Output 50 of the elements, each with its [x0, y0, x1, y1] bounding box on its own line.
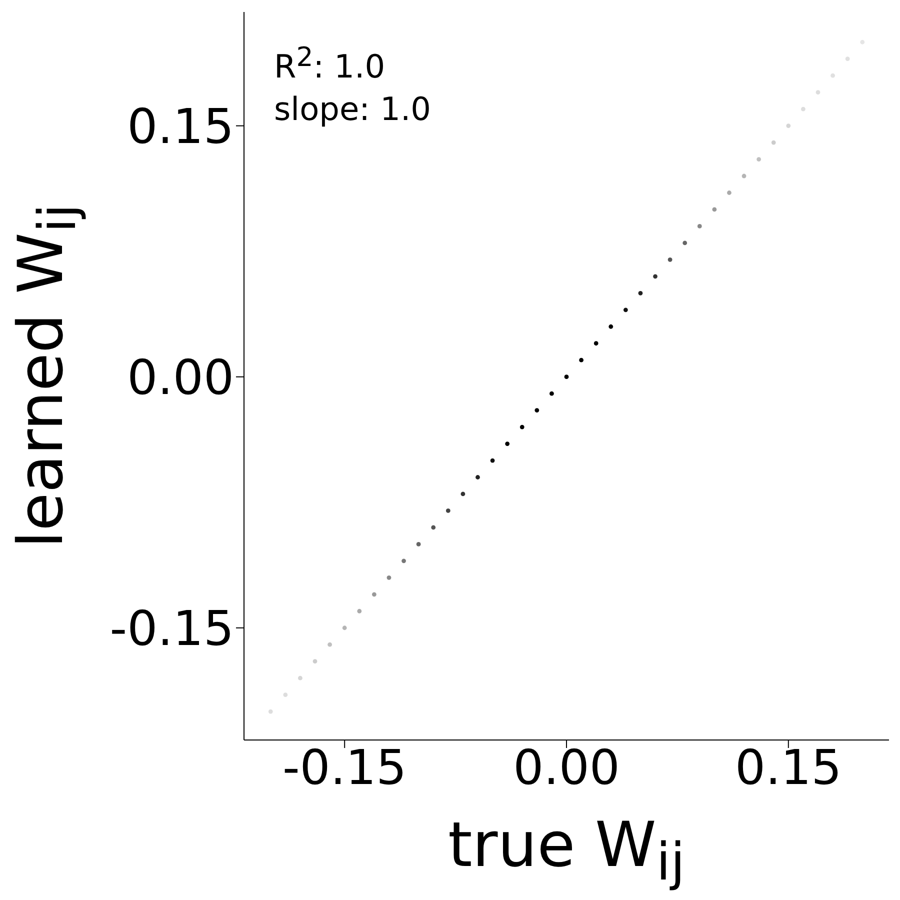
point: [697, 224, 702, 228]
point: [372, 592, 376, 597]
x-tick-label: -0.15: [282, 740, 407, 796]
point: [608, 324, 614, 329]
y-tick-label: 0.15: [127, 98, 234, 155]
point: [534, 408, 540, 413]
point: [476, 475, 480, 480]
point: [786, 124, 791, 128]
point: [830, 73, 835, 78]
point: [268, 709, 273, 714]
x-tick-label: 0.15: [734, 740, 842, 796]
annotation: R$^{2}$: 1.0: [274, 42, 386, 86]
point: [712, 207, 717, 212]
point: [550, 391, 554, 396]
point: [800, 106, 806, 112]
point: [431, 525, 436, 530]
point: [386, 575, 392, 580]
point: [460, 492, 466, 496]
point: [638, 290, 643, 296]
point: [771, 140, 776, 145]
x-axis-title: true W$_{ij}$: [447, 808, 686, 892]
annotation: slope: 1.0: [274, 90, 431, 128]
x-tick-label: 0.00: [513, 740, 620, 796]
point: [860, 40, 865, 44]
point: [727, 190, 732, 195]
point: [283, 692, 288, 698]
point: [416, 542, 421, 546]
point: [653, 274, 658, 279]
point: [298, 676, 302, 680]
point: [623, 308, 628, 312]
point: [342, 626, 347, 630]
point: [402, 558, 406, 564]
point: [505, 442, 510, 446]
point: [490, 458, 495, 463]
point: [328, 642, 332, 647]
point: [520, 424, 524, 430]
point: [682, 240, 688, 246]
point: [742, 174, 746, 178]
point: [668, 257, 672, 262]
point: [446, 508, 450, 513]
point: [579, 358, 584, 362]
point: [594, 341, 598, 346]
point: [312, 659, 318, 664]
point: [756, 157, 762, 162]
y-tick-label: -0.15: [110, 600, 234, 657]
point: [845, 56, 850, 62]
point: [357, 608, 362, 614]
point: [816, 90, 820, 95]
y-tick-label: 0.00: [127, 350, 234, 406]
point: [564, 374, 569, 380]
